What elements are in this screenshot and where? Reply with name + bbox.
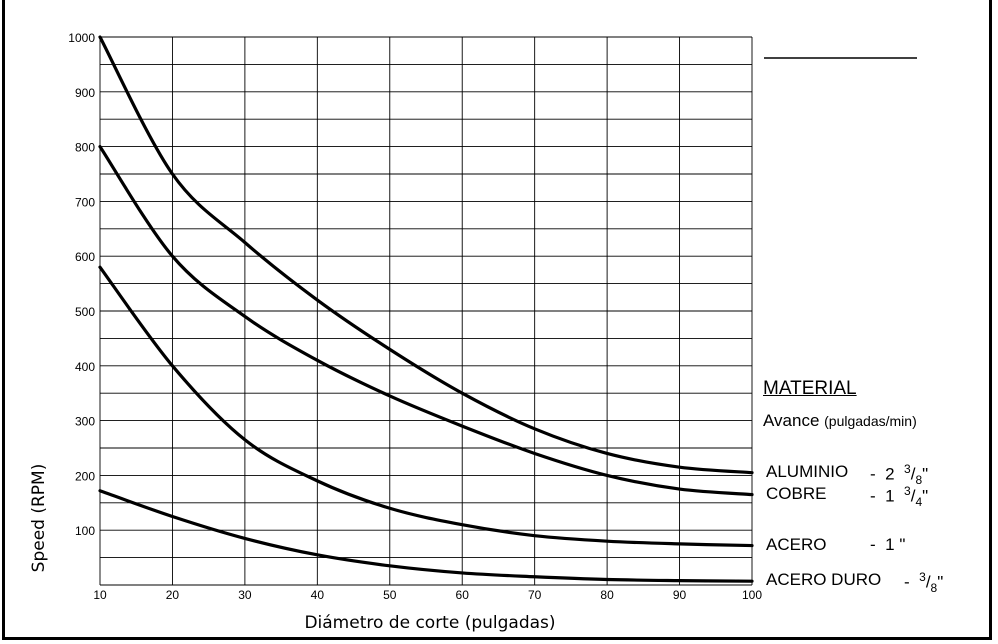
series-line-acero: [98, 265, 754, 548]
legend-subtitle: Avance (pulgadas/min): [763, 411, 917, 431]
legend-rate-unit: ": [922, 486, 929, 506]
y-tick-label: 600: [75, 250, 95, 264]
x-tick-label: 50: [383, 588, 397, 602]
legend-material: ALUMINIO: [766, 462, 849, 481]
legend-subtitle-units: (pulgadas/min): [824, 413, 917, 429]
legend-rate-whole: 1: [885, 535, 895, 554]
legend-dash: -: [870, 464, 876, 484]
legend-dash: -: [870, 535, 876, 554]
x-tick-label: 70: [528, 588, 542, 602]
legend-rate-den: 8: [915, 473, 923, 488]
legend-rate-unit: ": [899, 535, 906, 554]
y-tick-label: 800: [75, 141, 95, 155]
legend-dash: -: [904, 572, 910, 592]
legend-entry-aluminio: ALUMINIO: [766, 462, 848, 482]
x-tick-labels: 10 20 30 40 50 60 70 80 90 100: [93, 588, 762, 602]
legend-material: ACERO DURO: [766, 570, 882, 589]
legend-rate-den: 8: [930, 581, 938, 596]
legend-dash: -: [870, 486, 876, 506]
legend-rate-num: 3: [904, 484, 911, 498]
legend-rate-whole: 1: [885, 486, 895, 506]
legend-entry-cobre: COBRE: [766, 484, 826, 504]
y-tick-label: 500: [75, 305, 95, 319]
x-tick-label: 80: [600, 588, 614, 602]
x-tick-label: 10: [93, 588, 107, 602]
x-axis-label: Diámetro de corte (pulgadas): [304, 613, 555, 633]
y-tick-label: 1000: [68, 31, 95, 45]
series-line-cobre: [98, 145, 754, 497]
grid: [99, 36, 753, 586]
y-tick-label: 200: [75, 469, 95, 483]
legend-rate-num: 3: [904, 462, 911, 476]
legend-rate-acero-duro: - 3/8": [904, 570, 944, 596]
legend-rate-acero: - 1 ": [870, 535, 905, 555]
legend-rate-cobre: - 1 3/4": [870, 484, 929, 510]
x-tick-label: 20: [166, 588, 180, 602]
x-tick-label: 40: [311, 588, 325, 602]
legend-rate-aluminio: - 2 3/8": [870, 462, 929, 488]
legend-rate-den: 4: [915, 495, 923, 510]
x-tick-label: 90: [673, 588, 687, 602]
legend-subtitle-main: Avance: [763, 411, 820, 430]
series-lines: [98, 35, 754, 583]
legend-entry-acero: ACERO: [766, 535, 826, 555]
series-line-aluminio: [98, 35, 754, 475]
legend-rate-whole: 2: [885, 464, 895, 484]
legend-rate-unit: ": [937, 572, 944, 592]
y-axis-label: Speed (RPM): [29, 464, 49, 573]
y-tick-labels: 100 200 300 400 500 600 700 800 900 1000: [68, 31, 95, 538]
legend-rate-unit: ": [922, 464, 929, 484]
legend-rate-num: 3: [919, 570, 926, 584]
y-tick-label: 100: [75, 524, 95, 538]
x-tick-label: 100: [742, 588, 762, 602]
y-tick-label: 700: [75, 195, 95, 209]
y-tick-label: 400: [75, 360, 95, 374]
x-tick-label: 30: [238, 588, 252, 602]
series-line-acero-duro: [98, 489, 754, 583]
legend-entry-acero-duro: ACERO DURO: [766, 570, 881, 590]
legend-title: MATERIAL: [763, 378, 857, 399]
legend-material: ACERO: [766, 535, 827, 554]
y-tick-label: 300: [75, 415, 95, 429]
y-tick-label: 900: [75, 86, 95, 100]
x-tick-label: 60: [456, 588, 470, 602]
legend-material: COBRE: [766, 484, 827, 503]
